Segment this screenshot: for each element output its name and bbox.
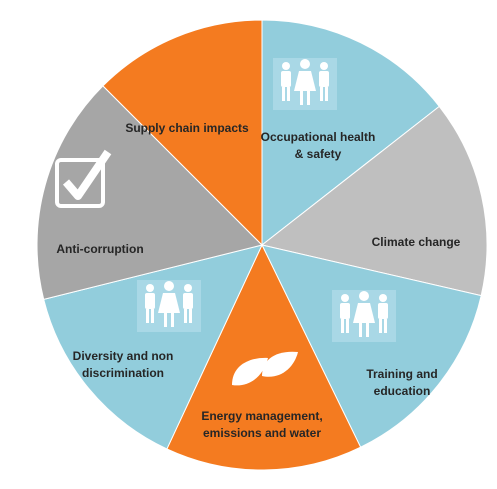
segment-label: Energy management, — [201, 409, 322, 423]
people-icon — [332, 290, 396, 342]
people-icon — [137, 280, 201, 332]
segment-label: Occupational health — [261, 130, 376, 144]
segment-diversity — [43, 244, 263, 450]
segment-label: emissions and water — [203, 426, 321, 440]
segment-supply-chain — [102, 19, 263, 247]
segment-training — [261, 244, 482, 448]
leaf-icon — [232, 351, 298, 386]
segment-label: & safety — [295, 147, 342, 161]
segment-label: Diversity and non — [73, 349, 174, 363]
segment-label: Training and — [366, 367, 437, 381]
people-icon — [273, 58, 337, 110]
segment-label: discrimination — [82, 366, 164, 380]
segment-label: Anti-corruption — [56, 242, 143, 256]
check-icon — [55, 149, 112, 208]
segment-anti-corruption — [36, 85, 263, 301]
segment-climate — [260, 105, 488, 297]
segment-label: Supply chain impacts — [125, 121, 249, 135]
segment-label: Climate change — [372, 235, 461, 249]
segment-label: education — [374, 384, 431, 398]
segment-energy — [166, 243, 362, 471]
labels: Occupational health & safety Climate chang… — [56, 121, 460, 440]
